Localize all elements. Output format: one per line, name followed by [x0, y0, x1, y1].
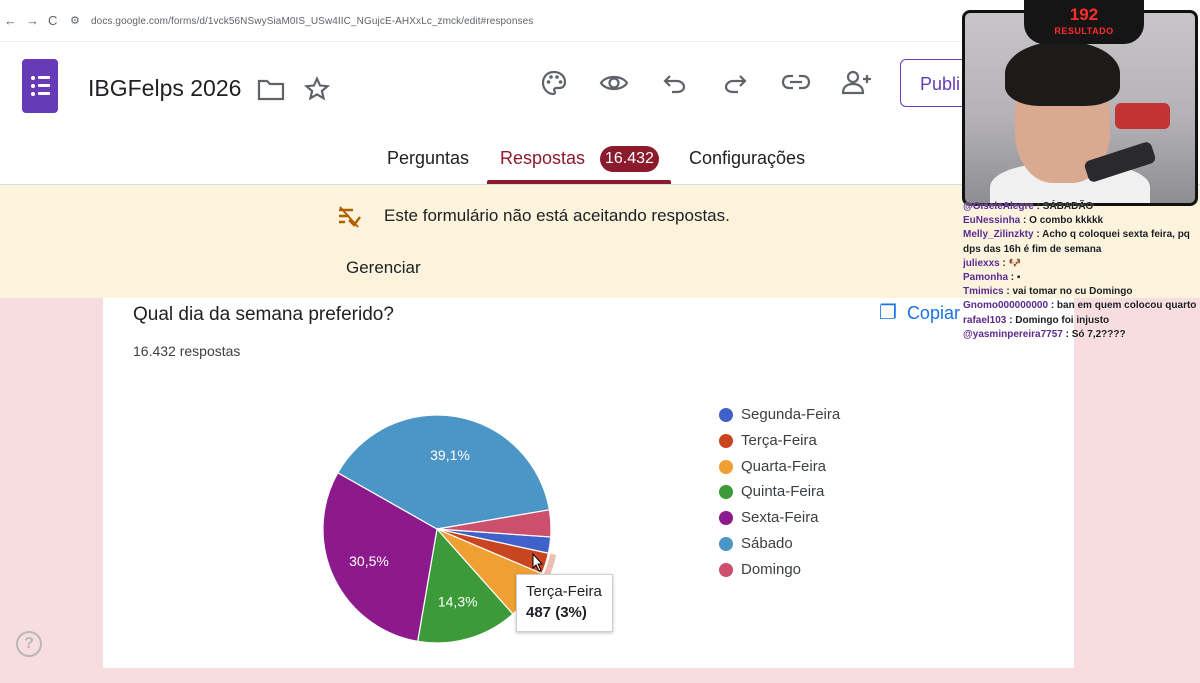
chat-text: : O combo kkkkk [1023, 215, 1104, 227]
question-summary-card: Qual dia da semana preferido? 16.432 res… [103, 298, 1074, 668]
chat-message: @GiseleAlegre : SÁBADÃO [963, 200, 1200, 214]
chat-message: Pamonha : ▪ [963, 271, 1200, 285]
legend-swatch [719, 408, 733, 422]
tooltip-value: 487 (3%) [526, 604, 587, 621]
tab-configuracoes[interactable]: Configurações [689, 148, 806, 168]
copy-icon: ❐ [879, 302, 897, 324]
chat-text: : Acho q coloquei sexta feira, pq dps da… [963, 229, 1190, 255]
folder-icon[interactable] [256, 77, 286, 101]
pie-chart: 14,3% 30,5% 39,1% [322, 414, 557, 644]
chat-message: Melly_Zilinzkty : Acho q coloquei sexta … [963, 228, 1200, 256]
banner-message: Este formulário não está aceitando respo… [384, 206, 730, 225]
chat-text: : vai tomar no cu Domingo [1006, 286, 1133, 298]
tab-respostas[interactable]: Respostas [500, 148, 586, 168]
form-title[interactable]: IBGFelps 2026 [88, 75, 242, 101]
tab-perguntas[interactable]: Perguntas [387, 148, 470, 168]
chat-text: : Só 7,2???? [1065, 328, 1126, 340]
legend-label: Quinta-Feira [741, 483, 825, 501]
chat-message: @yasminpereira7757 : Só 7,2???? [963, 328, 1200, 342]
chat-username: rafael103 [963, 314, 1010, 326]
legend-item[interactable]: Terça-Feira [719, 430, 840, 456]
responses-count-badge: 16.432 [600, 146, 659, 172]
chat-message: Gnomo000000000 : ban em quem colocou qua… [963, 299, 1200, 313]
tooltip-label: Terça-Feira [526, 583, 602, 600]
result-count-label: RESULTADO [1054, 26, 1114, 36]
chat-message: juliexxs : 🐶 [963, 257, 1200, 271]
result-count: 192 [1069, 5, 1099, 24]
preview-eye-icon[interactable] [599, 72, 629, 94]
pie-slice-label: 14,3% [438, 593, 478, 609]
response-count: 16.432 respostas [133, 343, 241, 359]
legend-item[interactable]: Quinta-Feira [719, 481, 840, 507]
pie-slice-label: 39,1% [430, 447, 470, 463]
legend-item[interactable]: Sexta-Feira [719, 507, 840, 533]
legend-swatch [719, 511, 733, 526]
chat-text: : ban em quem colocou quarto [1050, 300, 1197, 312]
copy-chart-button[interactable]: ❐ Copiar [879, 300, 960, 325]
legend-label: Domingo [741, 560, 802, 578]
legend-item[interactable]: Domingo [719, 559, 840, 585]
legend-swatch [719, 562, 733, 577]
google-forms-logo-icon[interactable] [22, 59, 58, 113]
chat-username: Pamonha [963, 272, 1011, 284]
chat-username: juliexxs [963, 257, 1003, 269]
chat-username: Melly_Zilinzkty [963, 229, 1037, 241]
form-tabs: Perguntas Respostas 16.432 Configurações [0, 142, 1200, 184]
address-bar[interactable]: docs.google.com/forms/d/1vck56NSwySiaM0I… [91, 16, 534, 27]
legend-label: Terça-Feira [741, 431, 817, 449]
streamer-hair [1005, 41, 1120, 106]
legend-item[interactable]: Segunda-Feira [719, 404, 840, 430]
add-collaborator-icon[interactable] [841, 69, 873, 95]
chat-text: : SÁBADÃO [1036, 201, 1094, 212]
pie-slice-highlight [543, 553, 557, 577]
pie-slice-domingo[interactable] [436, 509, 552, 538]
pie-slice-s-bado[interactable] [337, 414, 551, 530]
responses-off-icon [339, 206, 361, 228]
manage-button[interactable]: Gerenciar [346, 258, 421, 277]
chat-text: : ▪ [1010, 272, 1021, 284]
link-icon[interactable] [781, 72, 811, 92]
redo-icon[interactable] [722, 72, 748, 94]
legend-swatch [719, 485, 733, 500]
legend-swatch [719, 433, 733, 448]
back-icon[interactable]: ← [4, 13, 17, 28]
pie-slice-sexta-feira[interactable] [322, 471, 438, 643]
palette-icon[interactable] [540, 69, 568, 97]
chat-username: Tmimics [963, 286, 1007, 298]
chat-message: rafael103 : Domingo foi injusto [963, 314, 1200, 328]
drum-kit [1115, 103, 1170, 129]
pie-slice-quinta-feira[interactable] [416, 527, 514, 644]
legend-item[interactable]: Quarta-Feira [719, 456, 840, 482]
legend-label: Segunda-Feira [741, 406, 841, 423]
chat-message: EuNessinha : O combo kkkkk [963, 214, 1200, 228]
chart-tooltip: Terça-Feira 487 (3%) [516, 574, 613, 632]
chat-message: Tmimics : vai tomar no cu Domingo [963, 285, 1200, 299]
site-settings-icon[interactable]: ⚙ [70, 15, 80, 27]
question-title: Qual dia da semana preferido? [133, 304, 394, 325]
stream-chat: @GiseleAlegre : SÁBADÃO EuNessinha : O co… [963, 200, 1200, 343]
legend-label: Sexta-Feira [741, 509, 819, 527]
legend-label: Sábado [741, 534, 793, 552]
active-tab-indicator [487, 180, 671, 184]
mouse-cursor-icon [532, 552, 544, 572]
legend-label: Quarta-Feira [741, 457, 827, 475]
chat-username: @GiseleAlegre [963, 201, 1037, 212]
star-icon[interactable] [302, 76, 332, 102]
legend-swatch [719, 536, 733, 551]
undo-icon[interactable] [662, 72, 688, 94]
pie-slice-label: 30,5% [349, 553, 389, 569]
chat-text: : 🐶 [1002, 257, 1022, 269]
chat-username: EuNessinha [963, 215, 1024, 227]
help-icon[interactable]: ? [16, 631, 42, 657]
result-counter-badge: 192 RESULTADO [1024, 0, 1144, 44]
chat-username: Gnomo000000000 [963, 300, 1051, 312]
reload-icon[interactable]: C [48, 13, 58, 28]
forward-icon[interactable]: → [26, 13, 39, 28]
legend-swatch [719, 459, 733, 474]
legend-item[interactable]: Sábado [719, 533, 840, 559]
copy-chart-label: Copiar [906, 303, 960, 323]
chart-legend: Segunda-Feira Terça-Feira Quarta-Feira Quin… [719, 404, 840, 585]
chat-username: @yasminpereira7757 [963, 328, 1066, 340]
chat-text: : Domingo foi injusto [1009, 314, 1110, 326]
